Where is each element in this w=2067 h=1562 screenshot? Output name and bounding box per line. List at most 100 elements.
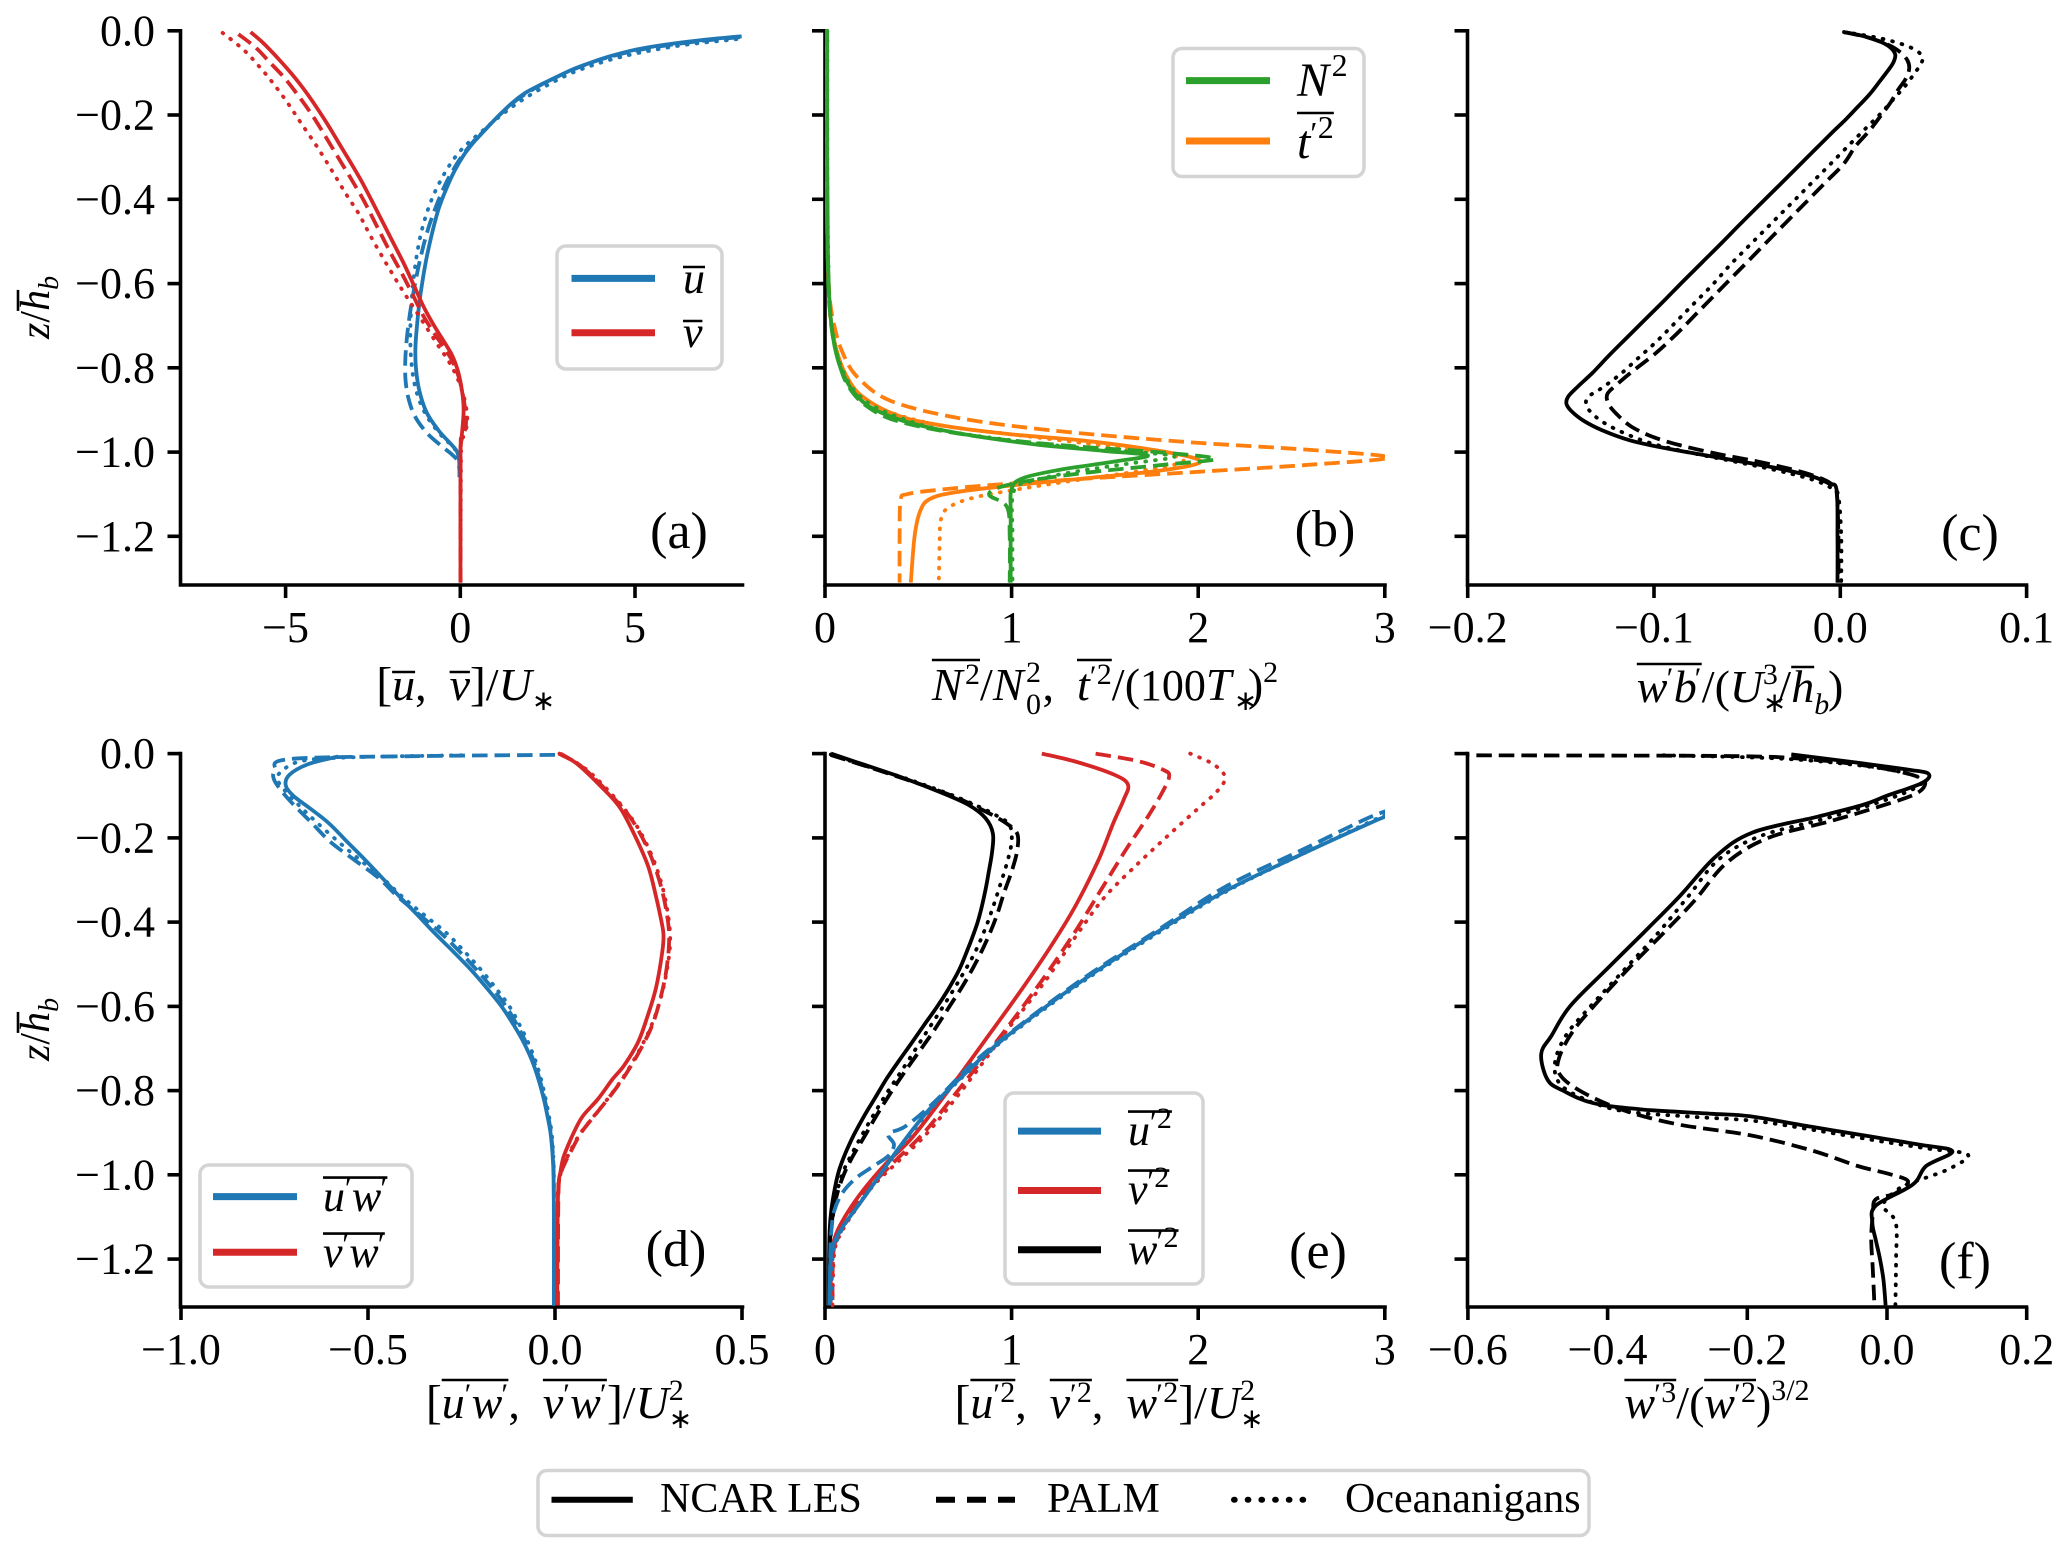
svg-text:0.0: 0.0 <box>528 1325 583 1374</box>
svg-text:h: h <box>13 1012 59 1033</box>
svg-text:w: w <box>472 1377 503 1428</box>
svg-text:′: ′ <box>1070 1378 1077 1411</box>
svg-text:w: w <box>352 1172 382 1221</box>
svg-text:(c): (c) <box>1941 505 1999 562</box>
svg-text:h: h <box>13 290 59 311</box>
svg-text:′: ′ <box>600 1378 607 1411</box>
svg-text:w: w <box>349 1228 379 1277</box>
svg-text:′: ′ <box>1667 662 1674 695</box>
svg-text:0.0: 0.0 <box>1860 1325 1915 1374</box>
svg-text:v: v <box>543 1377 564 1428</box>
svg-text:′: ′ <box>381 1172 388 1205</box>
svg-text:): ) <box>1828 661 1843 712</box>
svg-text:v: v <box>323 1228 343 1277</box>
svg-text:′: ′ <box>1310 115 1317 151</box>
svg-text:/: / <box>1112 659 1125 710</box>
svg-text:w: w <box>1637 661 1668 712</box>
svg-text:t: t <box>1077 659 1091 710</box>
svg-text:w: w <box>1126 1377 1157 1428</box>
svg-text:): ) <box>1248 659 1263 710</box>
svg-text:−0.5: −0.5 <box>328 1325 408 1374</box>
svg-text:Oceananigans: Oceananigans <box>1345 1476 1581 1522</box>
svg-text:′: ′ <box>502 1378 509 1411</box>
svg-text:′: ′ <box>1695 662 1702 695</box>
svg-text:0: 0 <box>814 603 836 652</box>
svg-text:−0.6: −0.6 <box>75 982 155 1031</box>
svg-text:′: ′ <box>345 1172 352 1205</box>
svg-text:b: b <box>1814 688 1829 721</box>
svg-text:T: T <box>1206 659 1235 710</box>
svg-text:2: 2 <box>1154 1161 1169 1194</box>
svg-text:]: ] <box>1178 1376 1194 1429</box>
svg-text:/: / <box>1676 1377 1689 1428</box>
svg-text:[: [ <box>426 1376 442 1429</box>
svg-text:U: U <box>499 659 535 710</box>
svg-text:0: 0 <box>449 603 471 652</box>
svg-text:−1.0: −1.0 <box>141 1325 221 1374</box>
svg-text:5: 5 <box>624 603 646 652</box>
svg-text:2: 2 <box>1026 656 1041 689</box>
svg-text:−0.6: −0.6 <box>75 259 155 308</box>
svg-text:0.0: 0.0 <box>1813 603 1868 652</box>
svg-text:): ) <box>1756 1377 1771 1428</box>
svg-text:′: ′ <box>1654 1378 1661 1411</box>
svg-text:/: / <box>623 1377 636 1428</box>
svg-text:−0.4: −0.4 <box>75 175 155 224</box>
svg-text:u: u <box>1128 1106 1150 1155</box>
svg-text:′: ′ <box>1156 1378 1163 1411</box>
svg-text:2: 2 <box>1741 1376 1756 1409</box>
svg-text:2: 2 <box>1163 1376 1178 1409</box>
svg-text:u: u <box>970 1377 993 1428</box>
svg-text:/: / <box>1778 661 1791 712</box>
svg-text:0.0: 0.0 <box>100 6 155 55</box>
svg-text:U: U <box>1207 1377 1243 1428</box>
svg-text:2: 2 <box>1077 1376 1092 1409</box>
svg-text:,: , <box>1092 1377 1113 1428</box>
svg-text:w: w <box>1624 1377 1655 1428</box>
svg-text:2: 2 <box>1164 1221 1179 1254</box>
svg-text:−0.8: −0.8 <box>75 343 155 392</box>
svg-text:,: , <box>415 659 436 710</box>
svg-text:′: ′ <box>993 1378 1000 1411</box>
svg-text:2: 2 <box>1240 1374 1255 1407</box>
svg-text:,: , <box>1043 659 1055 710</box>
svg-text:∗: ∗ <box>1240 1404 1263 1435</box>
svg-text:,: , <box>508 1377 529 1428</box>
svg-text:(d): (d) <box>646 1221 707 1278</box>
svg-text:U: U <box>636 1377 672 1428</box>
svg-text:2: 2 <box>1187 1325 1209 1374</box>
svg-text:2: 2 <box>1318 109 1334 145</box>
svg-text:′: ′ <box>1734 1378 1741 1411</box>
svg-text:1: 1 <box>1001 1325 1023 1374</box>
svg-text:′: ′ <box>1150 1106 1157 1139</box>
svg-text:/: / <box>1194 1377 1207 1428</box>
svg-text:−0.8: −0.8 <box>75 1066 155 1115</box>
svg-text:2: 2 <box>1332 47 1348 83</box>
svg-text:−0.4: −0.4 <box>1568 1325 1648 1374</box>
svg-text:PALM: PALM <box>1047 1476 1160 1522</box>
svg-text:−0.2: −0.2 <box>1707 1325 1787 1374</box>
svg-text:′: ′ <box>465 1378 472 1411</box>
svg-text:[: [ <box>376 658 392 711</box>
svg-text:′: ′ <box>1157 1225 1164 1258</box>
svg-text:/: / <box>1702 661 1715 712</box>
svg-text:−0.2: −0.2 <box>1428 603 1508 652</box>
svg-text:w: w <box>570 1377 601 1428</box>
svg-text:h: h <box>1791 661 1814 712</box>
svg-text:0: 0 <box>1026 688 1041 721</box>
svg-text:t: t <box>1297 116 1312 169</box>
svg-text:′: ′ <box>563 1378 570 1411</box>
svg-text:(b): (b) <box>1295 501 1356 558</box>
svg-text:−0.2: −0.2 <box>75 91 155 140</box>
svg-text:∗: ∗ <box>1763 688 1786 719</box>
svg-text:u: u <box>442 1377 465 1428</box>
svg-text:2: 2 <box>1187 603 1209 652</box>
svg-text:w: w <box>1128 1225 1158 1274</box>
svg-text:′: ′ <box>1147 1165 1154 1198</box>
svg-text:/: / <box>980 659 993 710</box>
svg-text:z: z <box>13 1045 59 1062</box>
svg-text:3: 3 <box>1374 603 1396 652</box>
svg-text:v: v <box>450 659 471 710</box>
svg-text:z: z <box>13 323 59 340</box>
svg-text:[: [ <box>955 1376 971 1429</box>
